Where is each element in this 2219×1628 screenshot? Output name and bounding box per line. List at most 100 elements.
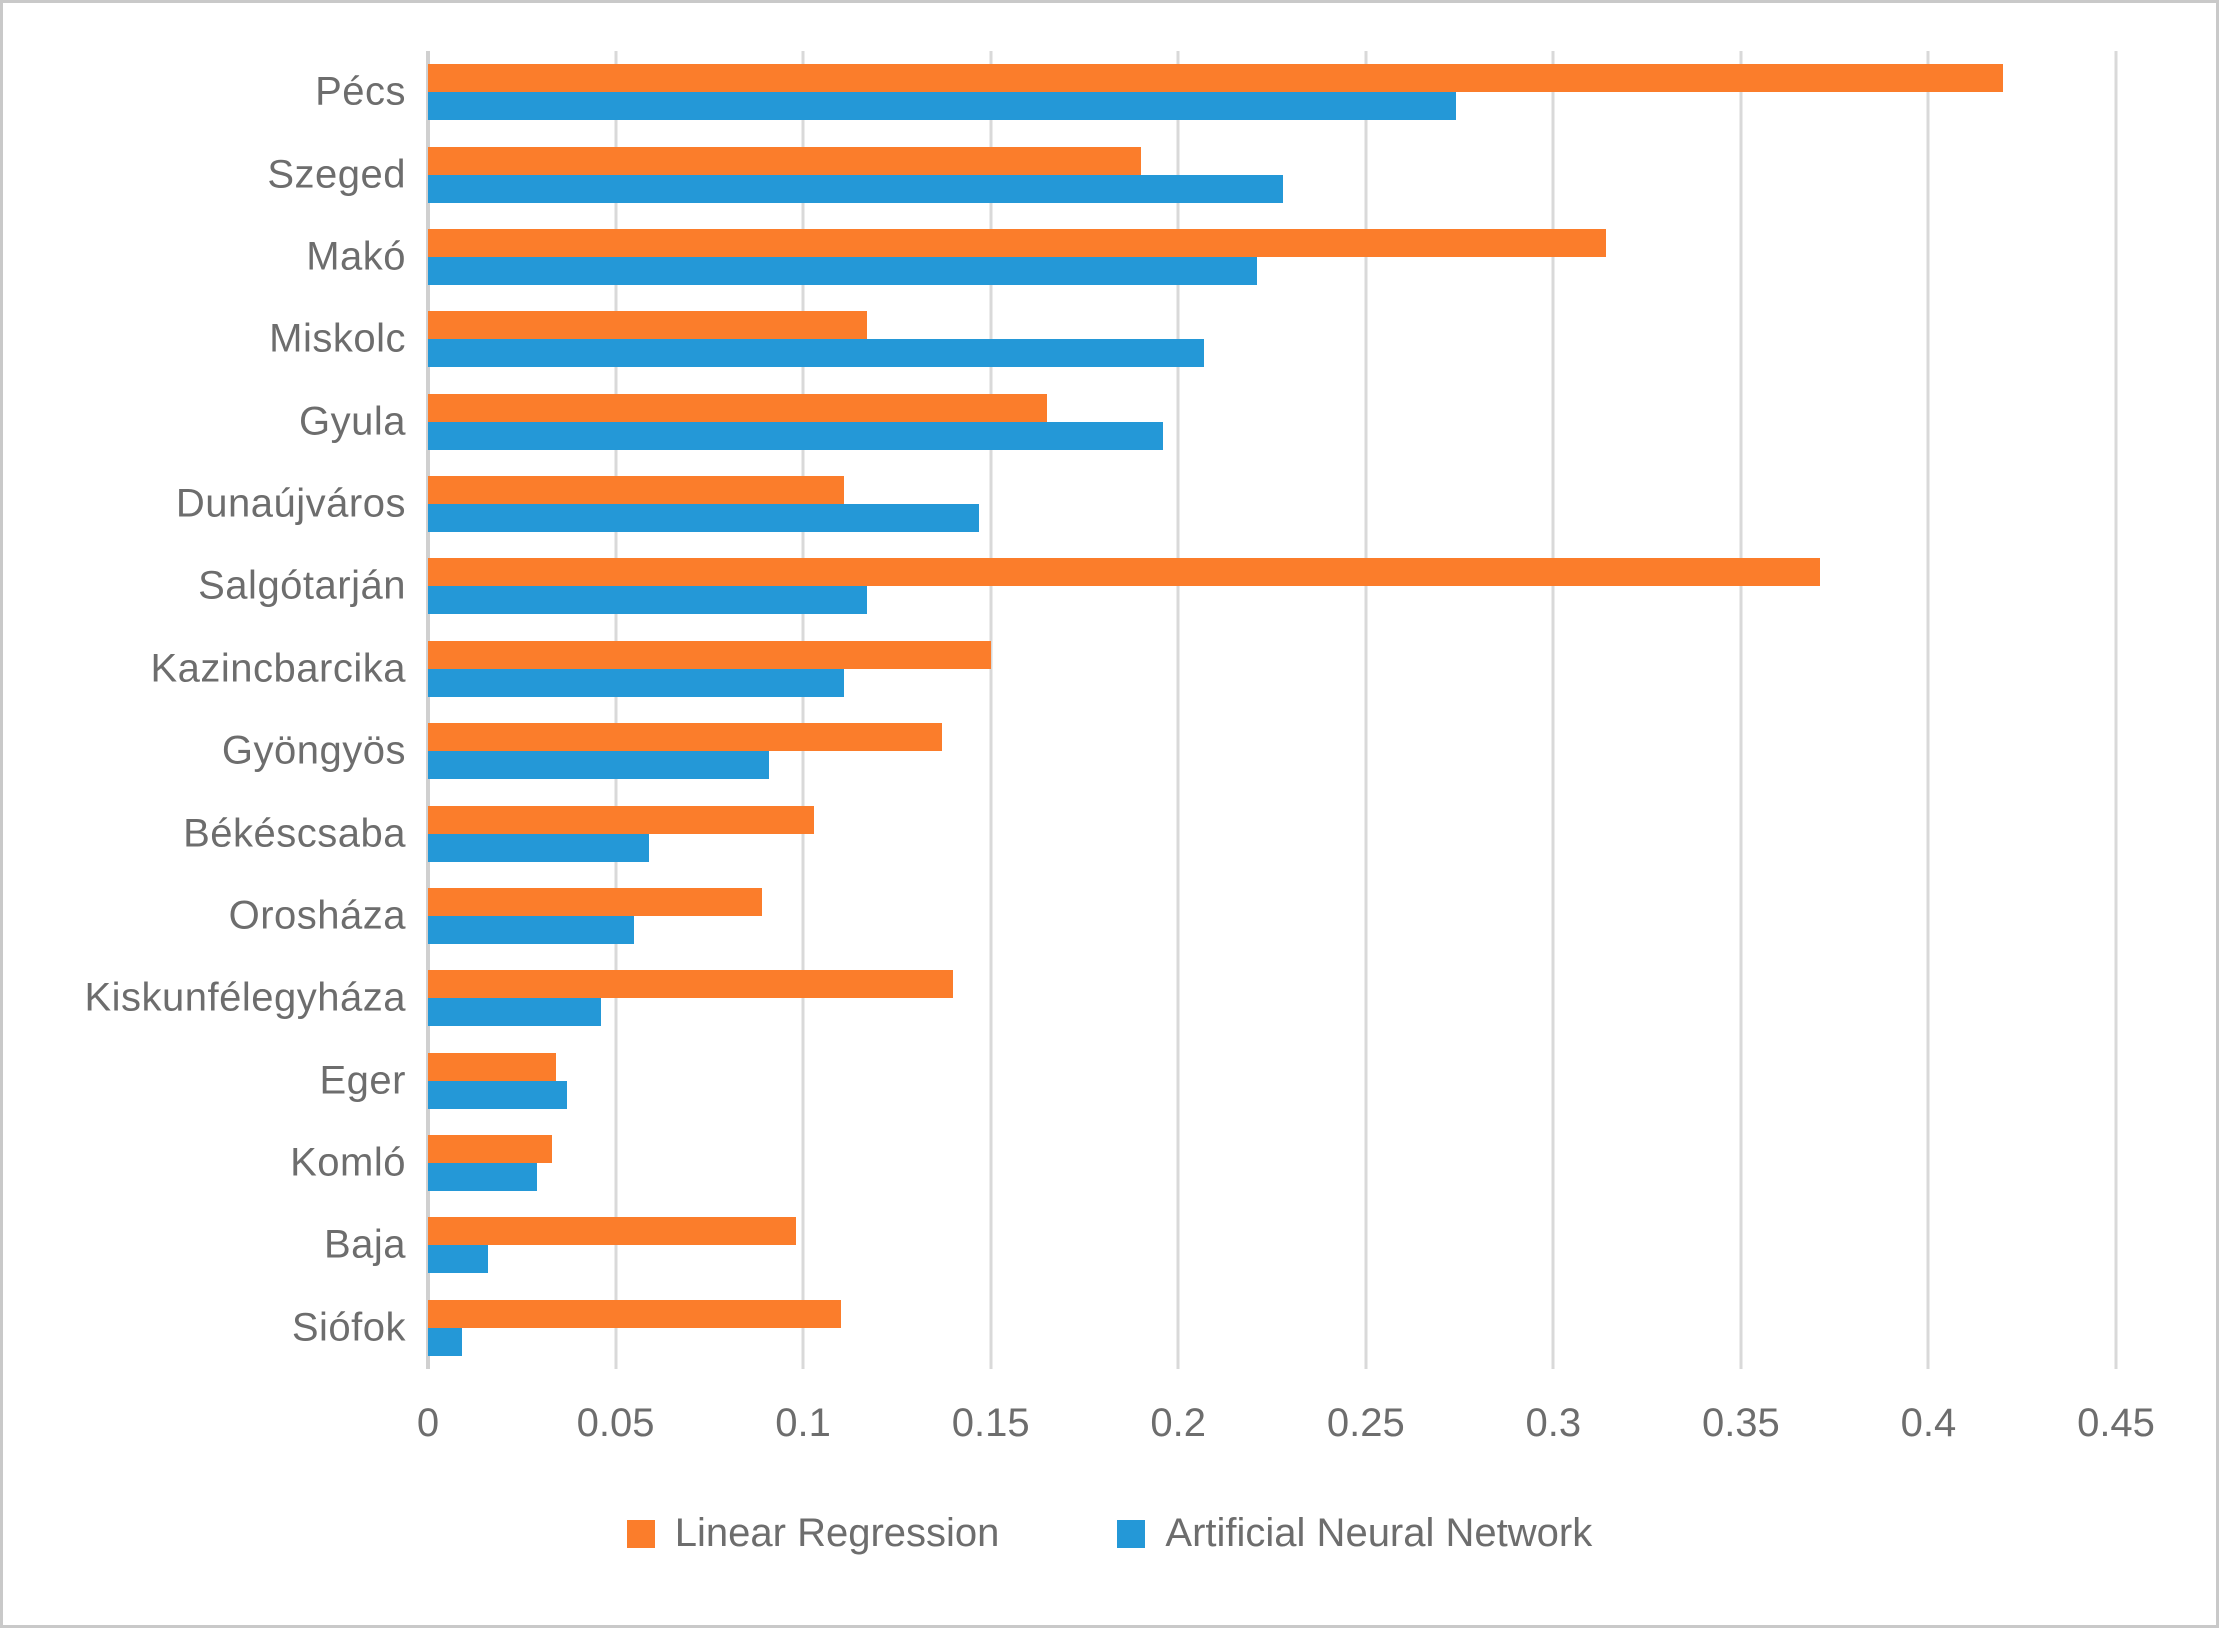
category-row: Orosháza [229,875,2116,957]
bar-artificial-neural-network [428,92,1456,121]
category-row: Kiskunfélegyháza [84,957,2116,1039]
bar-linear-regression [428,64,2004,93]
bar-linear-regression [428,640,991,669]
category-label: Salgótarján [198,563,406,608]
bar-artificial-neural-network [428,339,1205,368]
bar-linear-regression [428,805,815,834]
category-row: Gyula [299,381,2116,463]
category-row: Siófok [292,1287,2116,1369]
bar-group [428,805,2116,862]
category-label: Dunaújváros [175,481,406,526]
x-axis-tick-labels: 0 0.05 0.1 0.15 0.2 0.25 0.3 0.35 0.4 0.45 [417,1401,2155,1457]
bar-artificial-neural-network [428,1080,567,1109]
category-row: Dunaújváros [176,463,2116,545]
bar-linear-regression [428,476,845,505]
bar-artificial-neural-network [428,668,845,697]
legend-item: Artificial Neural Network [1117,1511,1592,1556]
bar-rows: Pécs Szeged Makó Miskolc Gyula Dunaújváros Sal… [84,51,2116,1369]
gridline [1551,51,1555,1369]
category-label: Komló [290,1140,406,1185]
category-label: Kiskunfélegyháza [84,975,406,1020]
x-axis-tick-label: 0.3 [1525,1401,1582,1445]
gridline [2114,51,2118,1369]
category-row: Makó [306,216,2116,298]
bar-group [428,723,2116,780]
category-label: Pécs [315,69,406,114]
bar-group [428,393,2116,450]
legend-item: Linear Regression [626,1511,1000,1556]
x-axis-tick-label: 0 [416,1401,440,1445]
bar-artificial-neural-network [428,751,770,780]
category-label: Eger [319,1058,406,1103]
category-label: Szeged [267,152,406,197]
legend-swatch-icon [626,1519,655,1548]
category-label: Miskolc [269,316,406,361]
legend: Linear Regression Artificial Neural Netwo… [3,1511,2216,1556]
x-axis-tick-label: 0.15 [951,1401,1030,1445]
bar-group [428,1299,2116,1356]
x-axis-tick-label: 0.1 [775,1401,831,1445]
gridline [1926,51,1930,1369]
category-row: Békéscsaba [183,792,2116,874]
bar-group [428,64,2116,121]
category-row: Eger [320,1040,2116,1122]
plot-area: Pécs Szeged Makó Miskolc Gyula Dunaújváros Sal… [84,51,2118,1369]
bar-linear-regression [428,146,1141,175]
y-axis-line [426,51,430,1369]
bar-artificial-neural-network [428,174,1284,203]
gridline [801,51,805,1369]
bar-group [428,558,2116,615]
category-label: Orosháza [228,893,406,938]
bar-group [428,887,2116,944]
bar-artificial-neural-network [428,915,635,944]
bar-linear-regression [428,228,1606,257]
category-row: Miskolc [269,298,2116,380]
bar-group [428,1135,2116,1192]
bar-artificial-neural-network [428,998,601,1027]
category-row: Szeged [267,133,2116,215]
bar-linear-regression [428,558,1820,587]
bar-artificial-neural-network [428,421,1164,450]
bar-group [428,228,2116,285]
bar-artificial-neural-network [428,1327,462,1356]
bar-artificial-neural-network [428,1245,489,1274]
category-label: Gyula [299,399,406,444]
gridline [1176,51,1180,1369]
category-row: Komló [290,1122,2116,1204]
bar-group [428,640,2116,697]
x-axis-tick-label: 0.25 [1326,1401,1405,1445]
category-label: Makó [306,234,406,279]
category-row: Pécs [315,51,2116,133]
gridline [614,51,618,1369]
category-label: Baja [323,1222,406,1267]
legend-label: Linear Regression [674,1511,1000,1555]
bar-artificial-neural-network [428,256,1257,285]
bar-group [428,1217,2116,1274]
legend-label: Artificial Neural Network [1165,1511,1593,1555]
bar-linear-regression [428,1052,556,1081]
bar-artificial-neural-network [428,586,867,615]
x-axis-tick-label: 0.05 [576,1401,655,1445]
bar-linear-regression [428,1217,796,1246]
bar-group [428,146,2116,203]
bar-group [428,476,2116,533]
x-axis-tick-label: 0.4 [1900,1401,1957,1445]
category-row: Salgótarján [198,545,2116,627]
category-row: Baja [324,1204,2116,1286]
bar-artificial-neural-network [428,833,650,862]
gridline [989,51,993,1369]
gridline [1364,51,1368,1369]
bar-linear-regression [428,311,867,340]
x-axis-tick-label: 0.35 [1701,1401,1780,1445]
bar-linear-regression [428,393,1047,422]
bar-linear-regression [428,970,954,999]
x-axis-tick-label: 0.45 [2077,1401,2155,1445]
bar-linear-regression [428,1299,841,1328]
category-label: Békéscsaba [183,811,406,856]
bar-linear-regression [428,1135,552,1164]
bar-linear-regression [428,887,762,916]
category-label: Kazincbarcika [150,646,406,691]
category-label: Siófok [291,1305,406,1350]
bar-artificial-neural-network [428,504,980,533]
